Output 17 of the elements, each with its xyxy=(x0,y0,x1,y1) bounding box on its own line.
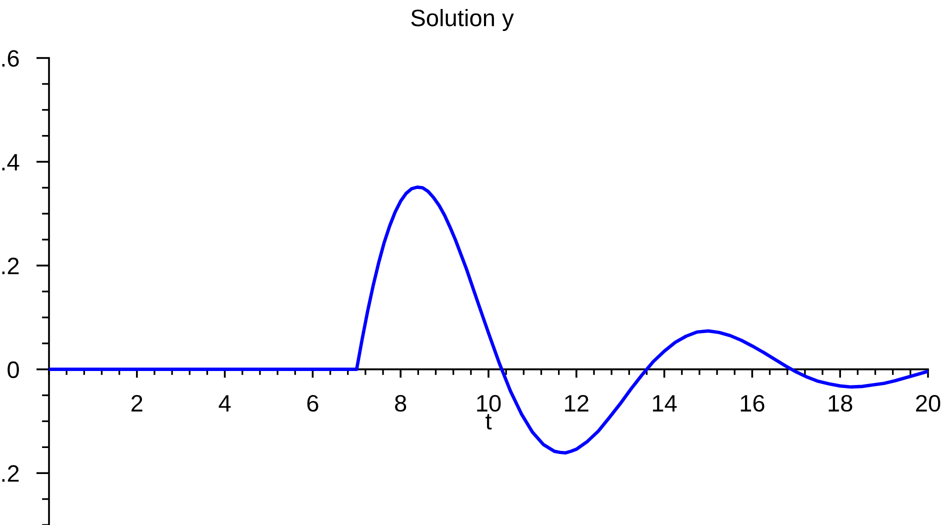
x-tick-label: 6 xyxy=(307,394,318,412)
y-tick-label: 0 xyxy=(8,361,19,378)
y-tick-label: .6 xyxy=(2,50,19,67)
x-tick-label: 8 xyxy=(395,394,406,412)
x-tick-label: 10 xyxy=(477,394,501,412)
chart-title: Solution y xyxy=(411,8,514,32)
x-tick-label: 14 xyxy=(652,395,677,412)
x-tick-label: 12 xyxy=(565,394,588,412)
y-tick-label: .2 xyxy=(2,465,19,482)
x-tick-label: 18 xyxy=(828,394,852,412)
x-tick-label: 16 xyxy=(740,394,764,412)
x-tick-label: 2 xyxy=(132,394,142,412)
x-axis-title: t xyxy=(486,414,492,430)
x-tick-label: 4 xyxy=(218,395,231,412)
y-tick-label: .2 xyxy=(2,258,19,274)
x-tick-label: 20 xyxy=(916,394,940,412)
y-tick-label: .4 xyxy=(2,154,20,170)
